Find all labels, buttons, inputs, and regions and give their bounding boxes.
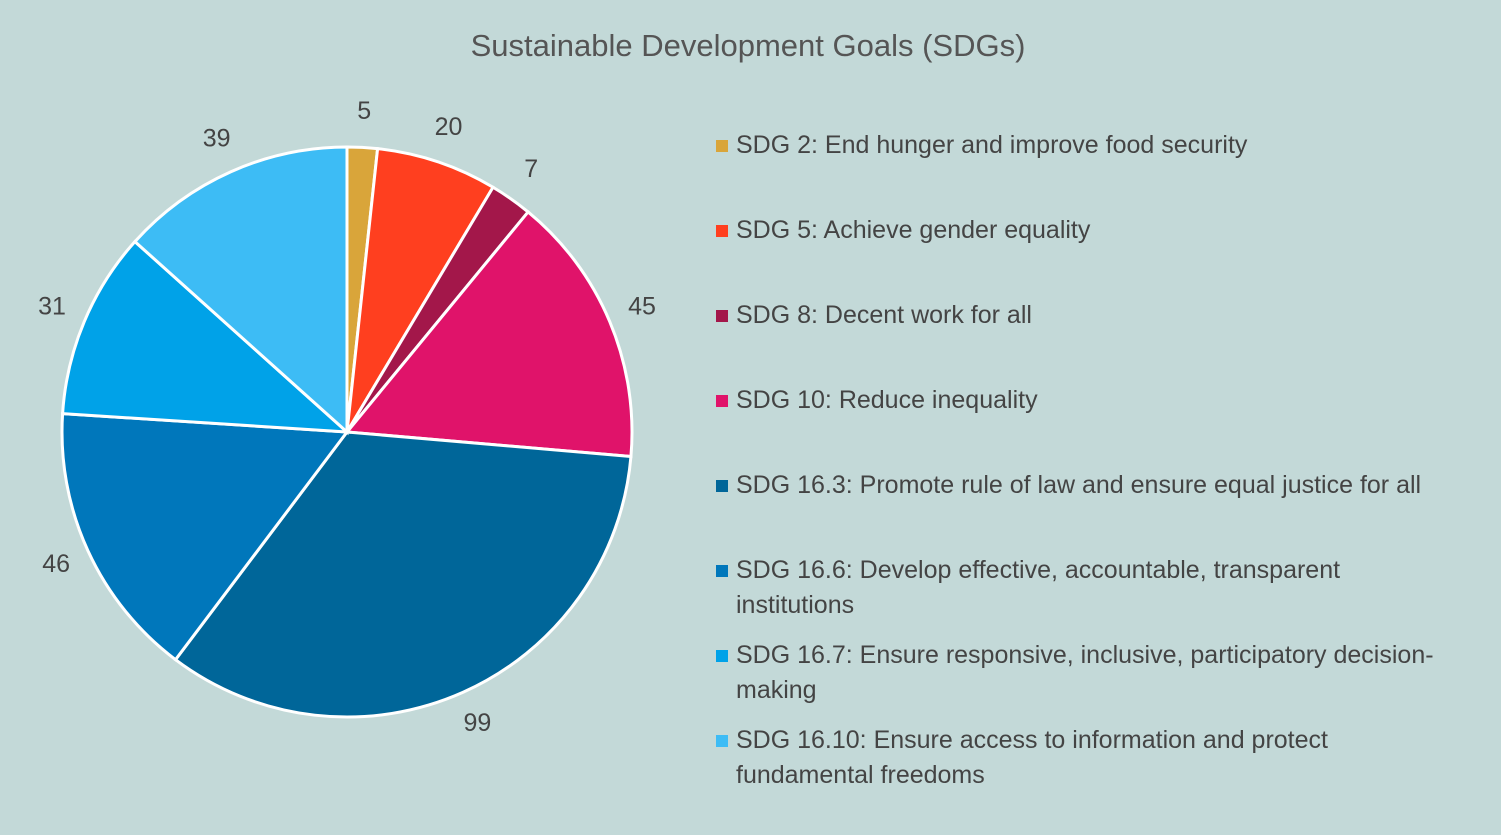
legend-item: SDG 5: Achieve gender equality bbox=[716, 213, 1456, 248]
legend-item: SDG 16.10: Ensure access to information … bbox=[716, 723, 1456, 793]
legend-marker bbox=[716, 565, 728, 577]
legend-item: SDG 16.6: Develop effective, accountable… bbox=[716, 553, 1456, 623]
data-label: 46 bbox=[42, 550, 70, 578]
legend-marker bbox=[716, 395, 728, 407]
data-label: 7 bbox=[524, 155, 538, 183]
legend-label: SDG 16.10: Ensure access to information … bbox=[736, 726, 1328, 789]
pie-slice bbox=[60, 412, 350, 662]
data-label: 31 bbox=[38, 293, 66, 321]
legend-label: SDG 5: Achieve gender equality bbox=[736, 216, 1091, 244]
data-label: 39 bbox=[203, 124, 231, 152]
legend-item: SDG 16.7: Ensure responsive, inclusive, … bbox=[716, 638, 1456, 708]
legend-label: SDG 16.3: Promote rule of law and ensure… bbox=[736, 471, 1422, 499]
legend-marker bbox=[716, 735, 728, 747]
legend-label: SDG 10: Reduce inequality bbox=[736, 386, 1038, 414]
legend-marker bbox=[716, 225, 728, 237]
legend-marker bbox=[716, 140, 728, 152]
legend-label: SDG 8: Decent work for all bbox=[736, 301, 1032, 329]
data-label: 99 bbox=[463, 709, 491, 737]
pie-slice bbox=[344, 209, 634, 459]
pie-slice bbox=[132, 145, 349, 436]
legend-item: SDG 10: Reduce inequality bbox=[716, 383, 1456, 418]
legend-marker bbox=[716, 650, 728, 662]
legend-label: SDG 16.6: Develop effective, accountable… bbox=[736, 556, 1341, 619]
data-label: 20 bbox=[435, 113, 463, 141]
legend-marker bbox=[716, 310, 728, 322]
data-label: 5 bbox=[357, 97, 371, 125]
data-label: 45 bbox=[628, 293, 656, 321]
pie-slice bbox=[173, 430, 633, 719]
legend-marker bbox=[716, 480, 728, 492]
legend-label: SDG 16.7: Ensure responsive, inclusive, … bbox=[736, 641, 1434, 704]
pie-slice bbox=[345, 146, 496, 433]
chart-title: Sustainable Development Goals (SDGs) bbox=[471, 28, 1026, 63]
pie-slice bbox=[60, 239, 352, 434]
legend-item: SDG 16.3: Promote rule of law and ensure… bbox=[716, 468, 1456, 503]
legend-item: SDG 2: End hunger and improve food secur… bbox=[716, 128, 1456, 163]
legend-label: SDG 2: End hunger and improve food secur… bbox=[736, 131, 1248, 159]
legend-item: SDG 8: Decent work for all bbox=[716, 298, 1456, 333]
